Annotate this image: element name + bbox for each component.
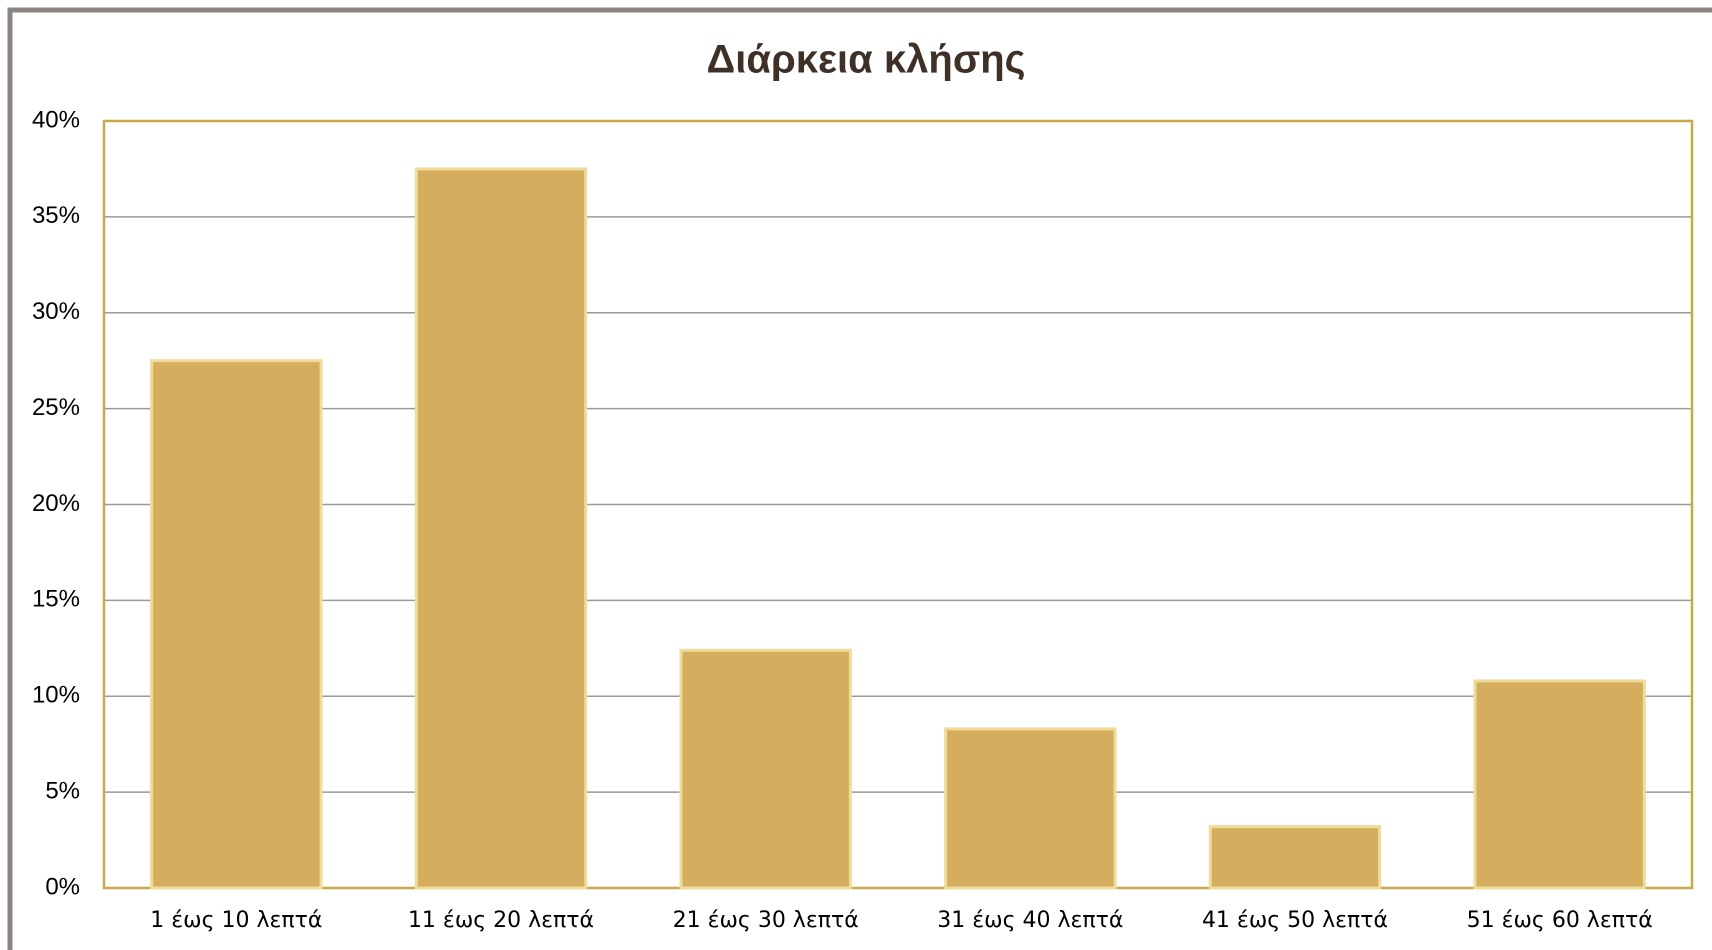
y-tick-label: 30% [32,298,80,325]
bar [1208,825,1382,890]
bar [679,648,852,890]
bar [414,167,588,890]
x-tick-label: 11 έως 20 λεπτά [408,908,594,933]
x-tick-label: 51 έως 60 λεπτά [1467,908,1653,933]
y-tick-label: 25% [32,394,80,421]
y-tick-label: 15% [32,586,80,613]
y-tick-label: 35% [32,202,80,229]
plot-border [102,119,1694,890]
y-tick-label: 20% [32,490,80,517]
y-tick-label: 5% [45,777,80,804]
y-tick-label: 40% [32,106,80,133]
chart-title: Διάρκεια κλήσης [707,38,1026,82]
x-tick-label: 1 έως 10 λεπτά [150,908,322,933]
y-tick-label: 0% [45,873,80,900]
frame [7,7,1712,950]
bar [1473,679,1646,890]
x-tick-label: 31 έως 40 λεπτά [937,908,1123,933]
x-tick-label: 41 έως 50 λεπτά [1202,908,1388,933]
bar [944,727,1117,890]
x-tick-label: 21 έως 30 λεπτά [673,908,859,933]
y-tick-label: 10% [32,682,80,709]
bar [150,359,323,890]
